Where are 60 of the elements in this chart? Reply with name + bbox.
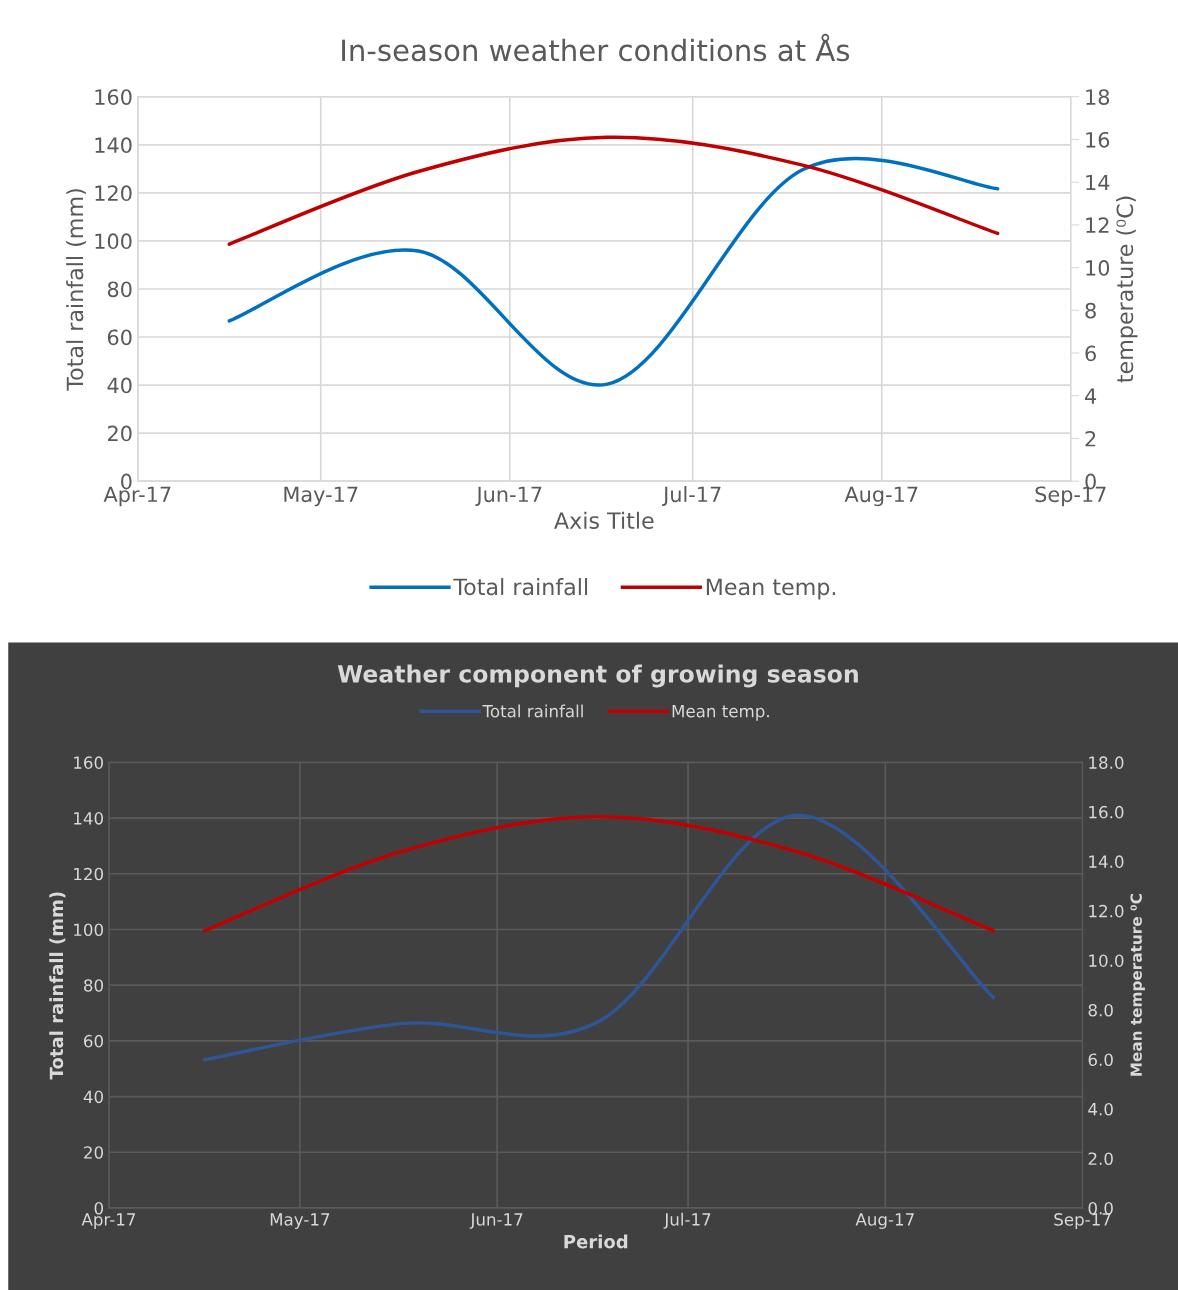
y-tick-label: 120	[74, 867, 103, 881]
y-tick-label: 20	[84, 1146, 103, 1159]
y2-axis-title: temperature (⁰C)	[1116, 196, 1138, 383]
y-tick-label: 120	[95, 185, 132, 202]
y-tick-label: 140	[74, 812, 103, 825]
y2-tick-label: 18	[1086, 89, 1110, 105]
chart-title: In-season weather conditions at Ås	[342, 33, 850, 62]
line-series	[202, 813, 996, 1062]
y-tick-label: 100	[74, 923, 103, 937]
y-tick-label: 60	[84, 1034, 103, 1048]
y2-tick-label: 10.0	[1089, 954, 1124, 967]
x-tick-label: May-17	[270, 1213, 330, 1229]
y2-tick-label: 12.0	[1089, 904, 1124, 918]
y2-tick-label: 2	[1085, 430, 1096, 447]
y2-tick-label: 14.0	[1089, 855, 1124, 868]
x-tick-label: Jun-17	[469, 1213, 523, 1229]
chart-title: Weather component of growing season	[337, 664, 858, 688]
y2-tick-label: 2.0	[1088, 1152, 1113, 1166]
y-tick-label: 40	[107, 377, 132, 394]
y-tick-label: 40	[83, 1090, 103, 1104]
y2-tick-label: 4.0	[1088, 1102, 1113, 1116]
x-tick-label: May-17	[284, 486, 358, 507]
y2-tick-label: 12	[1086, 217, 1109, 233]
x-tick-label: Jul-17	[663, 1212, 711, 1229]
y-tick-label: 80	[84, 979, 103, 992]
y-axis-title: Total rainfall (mm)	[49, 892, 66, 1080]
legend-label: Total rainfall	[482, 704, 583, 718]
y2-tick-label: 10	[1086, 260, 1110, 276]
x-tick-label: Aug-17	[855, 1213, 914, 1229]
y2-tick-label: 18.0	[1089, 756, 1124, 769]
y-tick-label: 60	[107, 329, 132, 346]
legend-label: Mean temp.	[706, 578, 836, 600]
y2-tick-label: 16	[1086, 131, 1110, 148]
x-tick-label: Aug-17	[844, 486, 918, 507]
line-series	[227, 135, 1000, 246]
y2-tick-label: 14	[1086, 174, 1110, 191]
y-tick-label: 160	[74, 756, 103, 769]
y-tick-label: 80	[107, 281, 132, 298]
x-tick-label: Sep-17	[1054, 1213, 1111, 1229]
x-tick-label: Apr-17	[81, 1213, 136, 1229]
y2-tick-label: 8	[1085, 302, 1096, 319]
y-tick-label: 0	[94, 1201, 103, 1215]
x-axis-title: Period	[564, 1234, 628, 1249]
y2-tick-label: 6.0	[1088, 1053, 1113, 1066]
y2-tick-label: 16.0	[1089, 805, 1124, 819]
legend-label: Total rainfall	[453, 578, 588, 596]
y-tick-label: 140	[95, 137, 132, 154]
x-tick-label: Jul-17	[662, 486, 721, 507]
x-tick-label: Jun-17	[475, 486, 542, 507]
y-tick-label: 160	[95, 89, 132, 105]
y2-tick-label: 6	[1085, 345, 1096, 362]
y2-tick-label: 8.0	[1088, 1003, 1113, 1017]
x-axis-title: Axis Title	[554, 511, 654, 529]
y2-tick-label: 4	[1085, 388, 1097, 404]
legend-label: Mean temp.	[672, 705, 769, 721]
y2-axis-title: Mean temperature ⁰C	[1130, 894, 1145, 1076]
y-axis-title: Total rainfall (mm)	[66, 189, 86, 391]
y-tick-label: 20	[107, 425, 132, 442]
y-tick-label: 100	[95, 233, 132, 250]
y2-tick-label: 0.0	[1088, 1201, 1113, 1215]
